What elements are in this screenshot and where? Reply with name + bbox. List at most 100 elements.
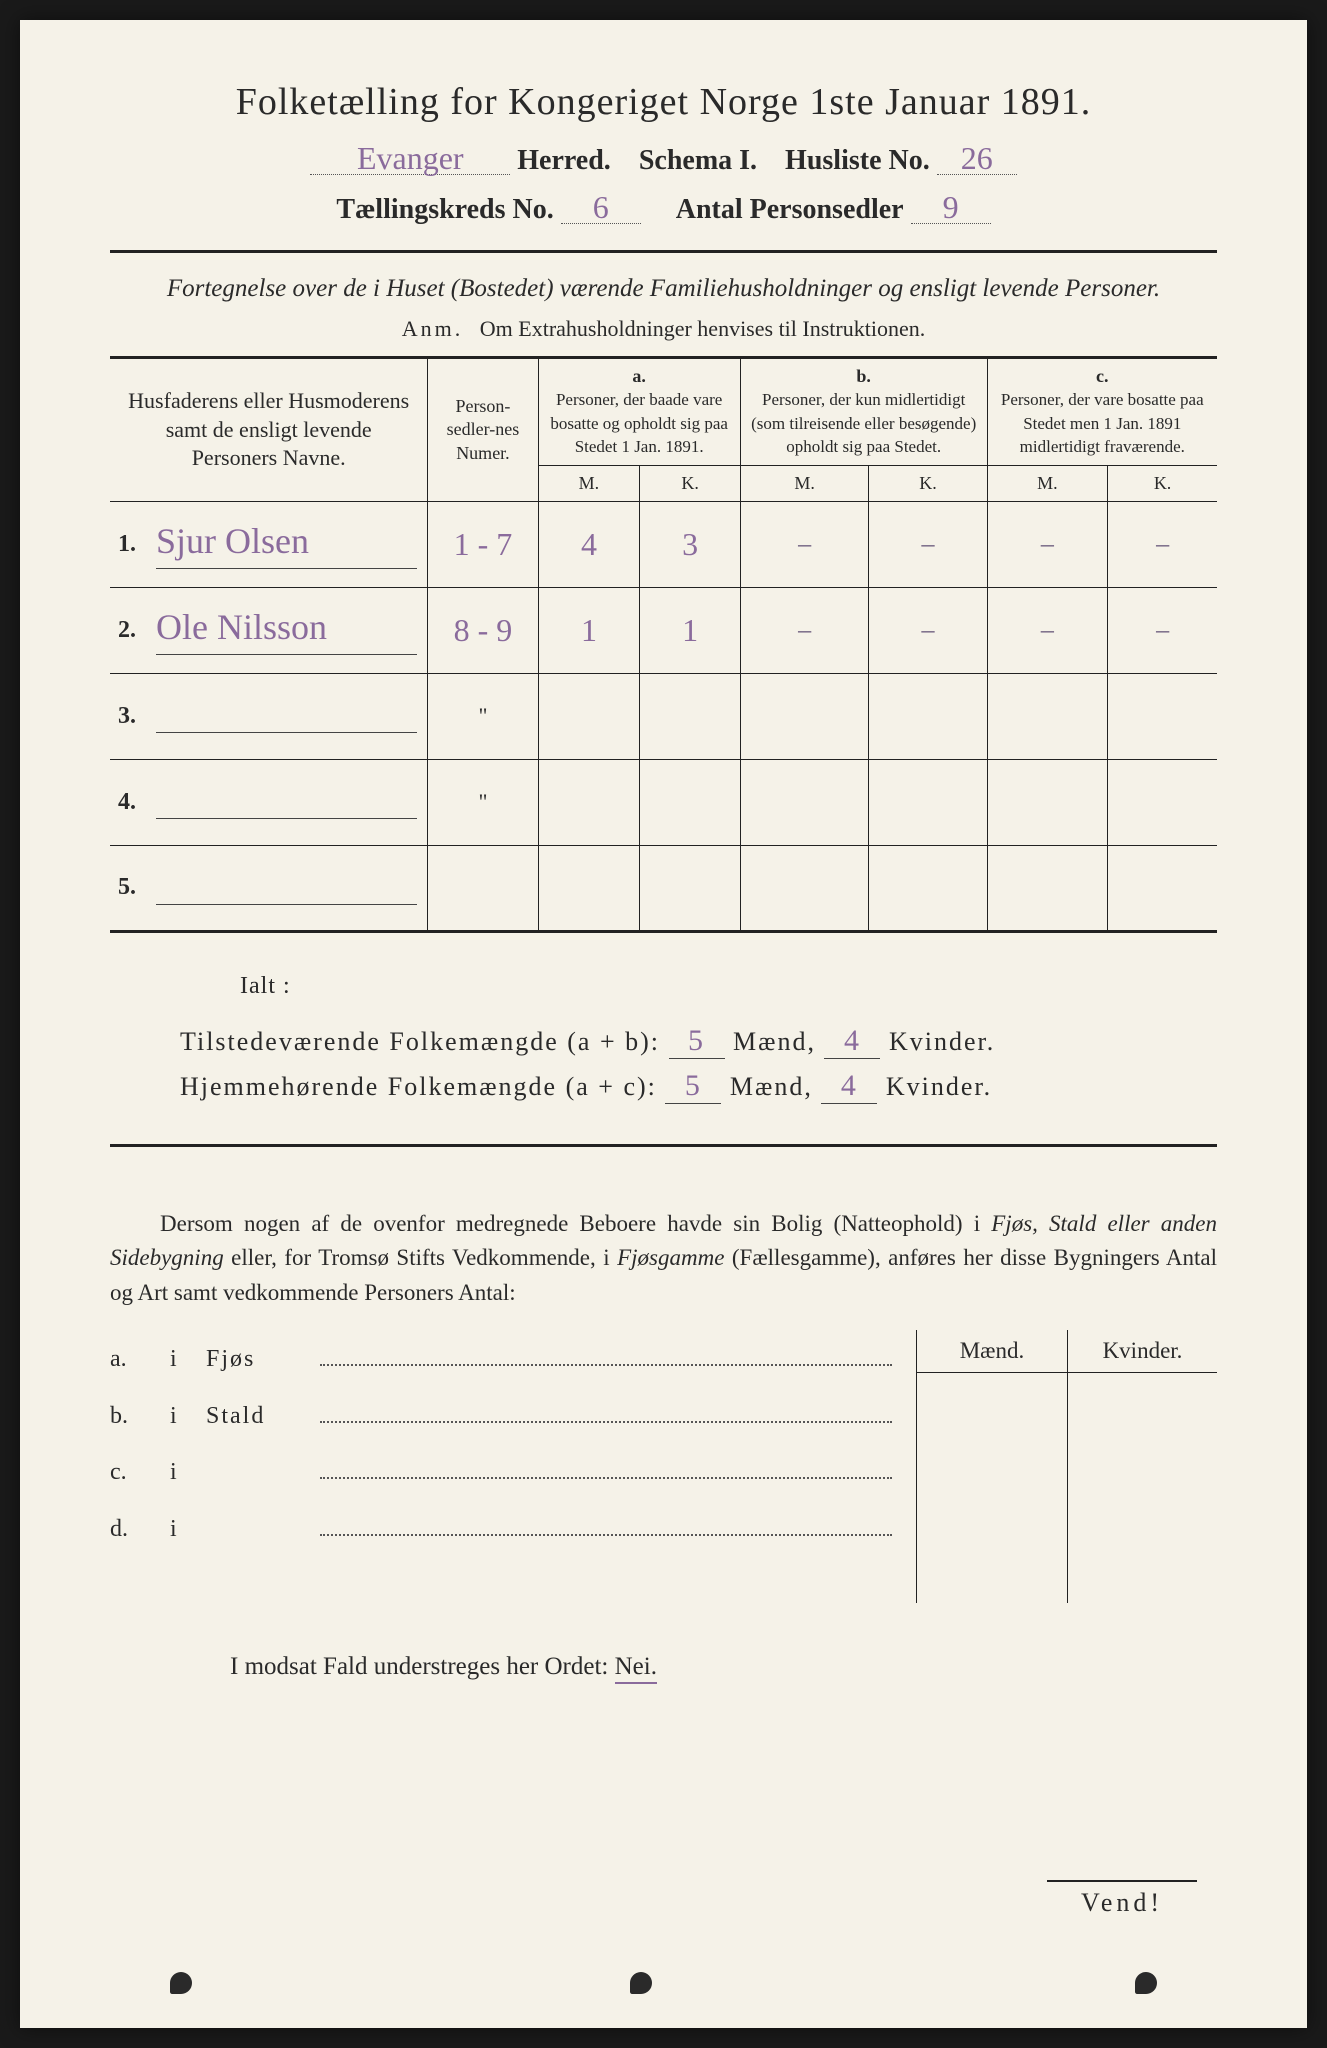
husliste-label: Husliste No. xyxy=(785,145,930,176)
summary-resident-label: Hjemmehørende Folkemængde (a + c): xyxy=(180,1072,657,1101)
anm-line: Anm. Om Extrahusholdninger henvises til … xyxy=(110,316,1217,342)
row-num: 3. xyxy=(110,673,150,759)
cell-bk: – xyxy=(921,529,934,558)
col-numer: Person-sedler-nes Numer. xyxy=(428,358,538,502)
cell-cm: – xyxy=(1041,529,1054,558)
row-numer: 1 - 7 xyxy=(454,526,513,562)
row-i: i xyxy=(170,1516,206,1543)
header-line-2: Tællingskreds No. 6 Antal Personsedler 9 xyxy=(110,191,1217,226)
summary-present: Tilstedeværende Folkemængde (a + b): 5 M… xyxy=(180,1024,1217,1059)
kvinder-label: Kvinder. xyxy=(889,1027,995,1056)
table-body: 1. Sjur Olsen 1 - 7 4 3 – – – – 2. Ole N… xyxy=(110,501,1217,931)
building-counts-header: Mænd. Kvinder. xyxy=(917,1330,1217,1373)
building-paragraph: Dersom nogen af de ovenfor medregnede Be… xyxy=(110,1207,1217,1311)
row-label: d. xyxy=(110,1516,170,1543)
schema-label: Schema I. xyxy=(639,145,757,176)
table-row: 3. " xyxy=(110,673,1217,759)
building-counts-body xyxy=(917,1373,1217,1603)
building-row: c. i xyxy=(110,1444,896,1501)
row-i: i xyxy=(170,1346,206,1373)
form-subtitle: Fortegnelse over de i Huset (Bostedet) v… xyxy=(110,271,1217,306)
row-numer: " xyxy=(478,789,487,814)
divider xyxy=(110,1144,1217,1147)
col-names: Husfaderens eller Husmoderens samt de en… xyxy=(110,358,428,502)
nei-pretext: I modsat Fald understreges her Ordet: xyxy=(230,1653,608,1680)
cell-ak: 1 xyxy=(682,612,698,648)
building-section: a. i Fjøs b. i Stald c. i d. i xyxy=(110,1330,1217,1603)
row-i: i xyxy=(170,1403,206,1430)
ialt-label: Ialt : xyxy=(240,973,1217,1000)
maend-label: Mænd, xyxy=(733,1027,816,1056)
col-c: c. Personer, der vare bosatte paa Stedet… xyxy=(987,358,1217,466)
row-name xyxy=(156,693,417,733)
col-a: a. Personer, der baade vare bosatte og o… xyxy=(538,358,740,466)
kvinder-header: Kvinder. xyxy=(1067,1330,1217,1372)
personsedler-value: 9 xyxy=(911,191,991,224)
kvinder-label: Kvinder. xyxy=(886,1072,992,1101)
row-num: 4. xyxy=(110,759,150,845)
herred-value: Evanger xyxy=(310,142,510,175)
row-num: 5. xyxy=(110,845,150,931)
maend-header: Mænd. xyxy=(917,1330,1067,1372)
personsedler-label: Antal Personsedler xyxy=(676,194,904,225)
household-table: Husfaderens eller Husmoderens samt de en… xyxy=(110,356,1217,933)
cell-bm: – xyxy=(798,529,811,558)
row-name: Ole Nilsson xyxy=(156,606,417,655)
table-row: 2. Ole Nilsson 8 - 9 1 1 – – – – xyxy=(110,587,1217,673)
col-a-k: K. xyxy=(640,465,740,501)
building-row: d. i xyxy=(110,1500,896,1557)
col-c-m: M. xyxy=(987,465,1108,501)
summary-resident-m: 5 xyxy=(665,1069,721,1104)
row-label: a. xyxy=(110,1346,170,1373)
dotted-line xyxy=(320,1514,892,1536)
cell-am: 1 xyxy=(581,612,597,648)
nei-word: Nei. xyxy=(615,1653,657,1684)
table-row: 1. Sjur Olsen 1 - 7 4 3 – – – – xyxy=(110,501,1217,587)
row-i: i xyxy=(170,1459,206,1486)
col-c-k: K. xyxy=(1108,465,1217,501)
summary-present-m: 5 xyxy=(669,1024,725,1059)
row-numer: 8 - 9 xyxy=(454,612,513,648)
col-b: b. Personer, der kun midlertidigt (som t… xyxy=(740,358,987,466)
row-name: Sjur Olsen xyxy=(156,520,417,569)
summary-present-k: 4 xyxy=(824,1024,880,1059)
building-counts: Mænd. Kvinder. xyxy=(916,1330,1217,1603)
vend-label: Vend! xyxy=(1047,1880,1197,1918)
row-label: b. xyxy=(110,1403,170,1430)
row-label: c. xyxy=(110,1459,170,1486)
table-row: 5. xyxy=(110,845,1217,931)
cell-ak: 3 xyxy=(682,526,698,562)
building-row: b. i Stald xyxy=(110,1387,896,1444)
kreds-value: 6 xyxy=(561,191,641,224)
census-form-page: Folketælling for Kongeriget Norge 1ste J… xyxy=(20,20,1307,2028)
row-type: Fjøs xyxy=(206,1346,316,1373)
row-num: 2. xyxy=(110,587,150,673)
cell-bk: – xyxy=(921,615,934,644)
row-name xyxy=(156,865,417,905)
summary-resident-k: 4 xyxy=(821,1069,877,1104)
summary-resident: Hjemmehørende Folkemængde (a + c): 5 Mæn… xyxy=(180,1069,1217,1104)
col-b-k: K. xyxy=(869,465,987,501)
punch-hole-icon xyxy=(170,1972,192,1994)
dotted-line xyxy=(320,1344,892,1366)
cell-bm: – xyxy=(798,615,811,644)
col-a-m: M. xyxy=(538,465,640,501)
table-row: 4. " xyxy=(110,759,1217,845)
summary-present-label: Tilstedeværende Folkemængde (a + b): xyxy=(180,1027,660,1056)
cell-cm: – xyxy=(1041,615,1054,644)
col-b-m: M. xyxy=(740,465,869,501)
kreds-label: Tællingskreds No. xyxy=(336,194,553,225)
kvinder-col xyxy=(1067,1373,1217,1603)
maend-col xyxy=(917,1373,1067,1603)
row-num: 1. xyxy=(110,501,150,587)
building-row: a. i Fjøs xyxy=(110,1330,896,1387)
dotted-line xyxy=(320,1401,892,1423)
cell-ck: – xyxy=(1156,615,1169,644)
cell-ck: – xyxy=(1156,529,1169,558)
nei-line: I modsat Fald understreges her Ordet: Ne… xyxy=(230,1653,1217,1681)
punch-hole-icon xyxy=(1135,1972,1157,1994)
page-title: Folketælling for Kongeriget Norge 1ste J… xyxy=(110,80,1217,124)
herred-label: Herred. xyxy=(517,145,611,176)
row-name xyxy=(156,779,417,819)
husliste-value: 26 xyxy=(937,142,1017,175)
